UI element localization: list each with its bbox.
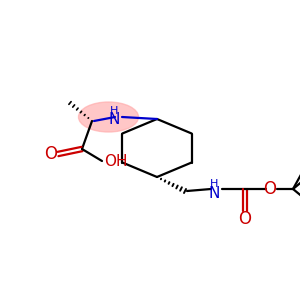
Text: H: H bbox=[210, 179, 218, 189]
Text: H: H bbox=[110, 106, 118, 116]
Text: OH: OH bbox=[104, 154, 128, 169]
Text: O: O bbox=[263, 180, 277, 198]
Text: N: N bbox=[208, 185, 220, 200]
Text: N: N bbox=[108, 112, 120, 128]
Text: O: O bbox=[238, 210, 251, 228]
Text: O: O bbox=[44, 145, 58, 163]
Ellipse shape bbox=[79, 102, 139, 132]
